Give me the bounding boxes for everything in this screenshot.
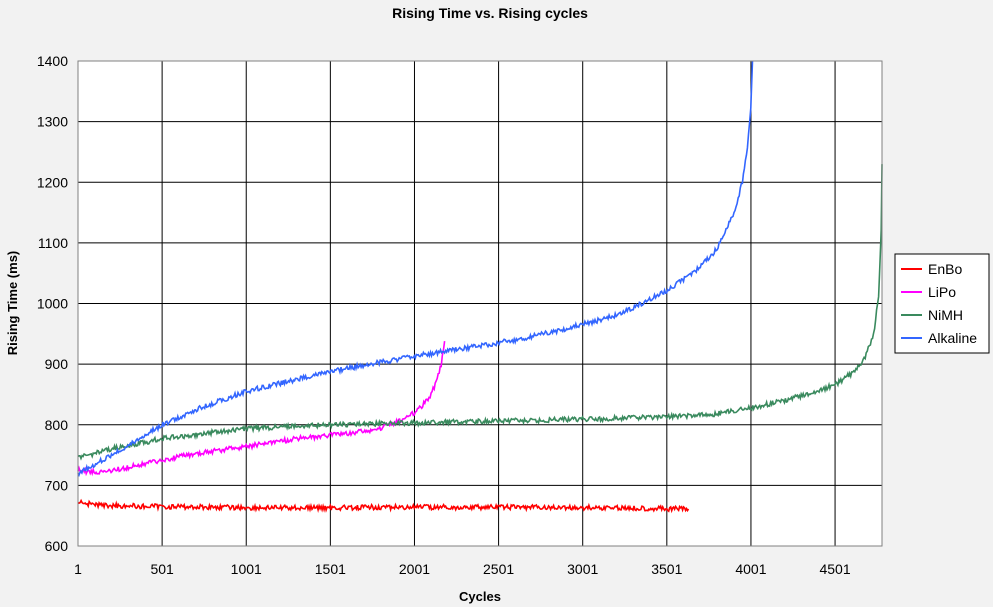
- y-axis-title: Rising Time (ms): [5, 251, 20, 356]
- series-line-nimh: [77, 164, 883, 461]
- x-tick-label: 1501: [315, 561, 346, 577]
- y-tick-label: 1400: [37, 53, 68, 69]
- plot-border: [77, 60, 883, 547]
- legend-items: EnBo LiPo NiMH Alkaline: [901, 261, 977, 346]
- x-tick-label: 4001: [735, 561, 766, 577]
- legend-box: [894, 253, 990, 354]
- x-tick-labels: 1 501 1001 1501 2001 2501 3001 3501 4001 4501: [74, 561, 851, 577]
- legend-label-enbo: EnBo: [928, 261, 962, 277]
- x-tick-label: 4501: [819, 561, 850, 577]
- y-tick-label: 800: [45, 417, 69, 433]
- x-tick-label: 2501: [483, 561, 514, 577]
- chart-title: Rising Time vs. Rising cycles: [392, 5, 588, 21]
- legend-label-lipo: LiPo: [928, 284, 956, 300]
- series-line-enbo: [77, 498, 690, 514]
- x-tick-label: 1001: [231, 561, 262, 577]
- y-tick-label: 700: [45, 477, 69, 493]
- x-tick-label: 501: [150, 561, 174, 577]
- x-tick-label: 2001: [399, 561, 430, 577]
- y-tick-label: 600: [45, 538, 69, 554]
- y-tick-label: 900: [45, 356, 69, 372]
- y-tick-labels: 600 700 800 900 1000 1100 1200 1300 1400: [37, 53, 68, 554]
- legend-label-nimh: NiMH: [928, 307, 963, 323]
- series-line-alkaline: [77, 60, 754, 478]
- legend-label-alkaline: Alkaline: [928, 330, 977, 346]
- x-tick-label: 1: [74, 561, 82, 577]
- series-layer: [77, 60, 883, 514]
- x-axis-title: Cycles: [459, 589, 501, 604]
- y-tick-label: 1300: [37, 114, 68, 130]
- series-line-lipo: [77, 340, 446, 477]
- y-tick-label: 1000: [37, 296, 68, 312]
- legend: EnBo LiPo NiMH Alkaline: [894, 253, 990, 354]
- x-tick-label: 3501: [651, 561, 682, 577]
- y-tick-label: 1100: [38, 235, 68, 251]
- y-tick-label: 1200: [37, 174, 68, 190]
- x-tick-label: 3001: [567, 561, 598, 577]
